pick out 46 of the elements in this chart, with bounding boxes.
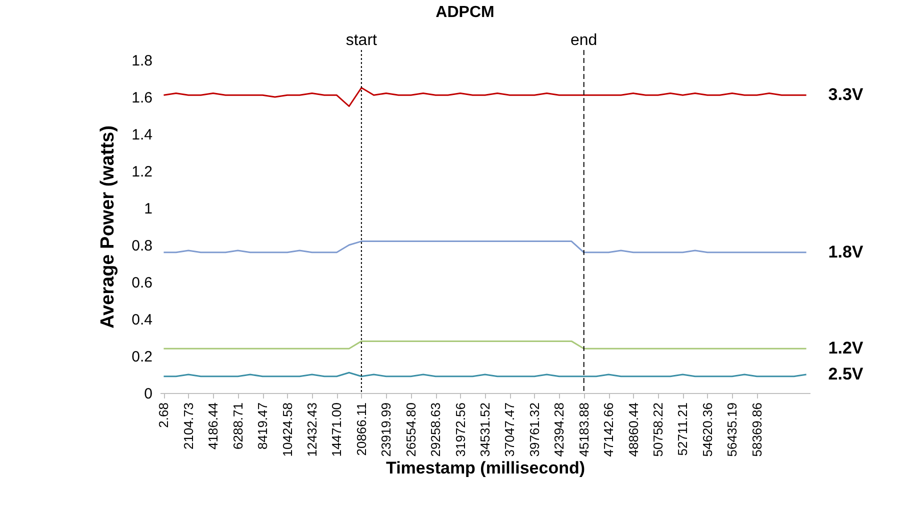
x-tick-label: 50758.22 — [650, 402, 666, 457]
series-label: 3.3V — [828, 85, 864, 104]
x-tick-label: 2.68 — [156, 402, 172, 428]
y-tick-label: 0.8 — [132, 238, 152, 254]
x-tick-label: 48860.44 — [626, 402, 641, 457]
x-tick-label: 39761.32 — [526, 402, 542, 457]
y-tick-label: 1.4 — [132, 126, 152, 144]
x-tick-label: 45183.88 — [576, 402, 592, 457]
series-label: 1.2V — [828, 338, 864, 358]
x-tick-label: 23919.99 — [378, 402, 394, 457]
x-tick-label: 37047.47 — [502, 402, 518, 457]
x-tick-label: 26554.80 — [403, 402, 418, 457]
line-series — [162, 240, 808, 254]
x-tick-label: 34531.52 — [478, 402, 492, 457]
line-series — [162, 87, 808, 107]
x-tick-label: 20866.11 — [354, 402, 369, 456]
x-tick-label: 4186.44 — [206, 402, 221, 450]
x-tick-label: 56435.19 — [724, 402, 740, 457]
series-label: 2.5V — [828, 364, 864, 384]
ref-line-label: end — [570, 32, 598, 49]
y-tick-label: 0.2 — [132, 348, 152, 366]
y-tick-label: 0.6 — [132, 274, 152, 292]
y-axis-title: Average Power (watts) — [98, 125, 119, 329]
y-tick-label: 1.8 — [132, 52, 152, 70]
y-tick-label: 1.6 — [132, 90, 152, 106]
x-tick-label: 10424.58 — [280, 402, 295, 457]
x-tick-label: 29258.63 — [428, 402, 444, 457]
y-tick-label: 1.2 — [132, 164, 152, 180]
x-tick-label: 6288.71 — [230, 402, 246, 450]
x-tick-label: 58369.86 — [749, 402, 764, 457]
x-tick-label: 31972.56 — [452, 402, 468, 457]
y-tick-label: 1 — [144, 200, 152, 218]
y-tick-label: 0.4 — [132, 312, 152, 328]
x-tick-label: 42394.28 — [552, 402, 567, 457]
x-tick-label: 14471.00 — [329, 402, 344, 457]
x-tick-label: 52711.21 — [675, 402, 690, 456]
x-tick-label: 12432.43 — [304, 402, 320, 457]
x-tick-label: 8419.47 — [255, 402, 270, 450]
ref-line-label: start — [346, 32, 378, 49]
x-tick-label: 47142.66 — [601, 402, 616, 457]
x-tick-label: 2104.73 — [180, 402, 196, 450]
y-tick-label: 0 — [144, 386, 152, 402]
x-axis-title: Timestamp (millisecond) — [386, 458, 586, 478]
chart-title: ADPCM — [436, 4, 494, 21]
x-tick-label: 54620.36 — [700, 402, 715, 457]
series-label: 1.8V — [828, 242, 864, 262]
